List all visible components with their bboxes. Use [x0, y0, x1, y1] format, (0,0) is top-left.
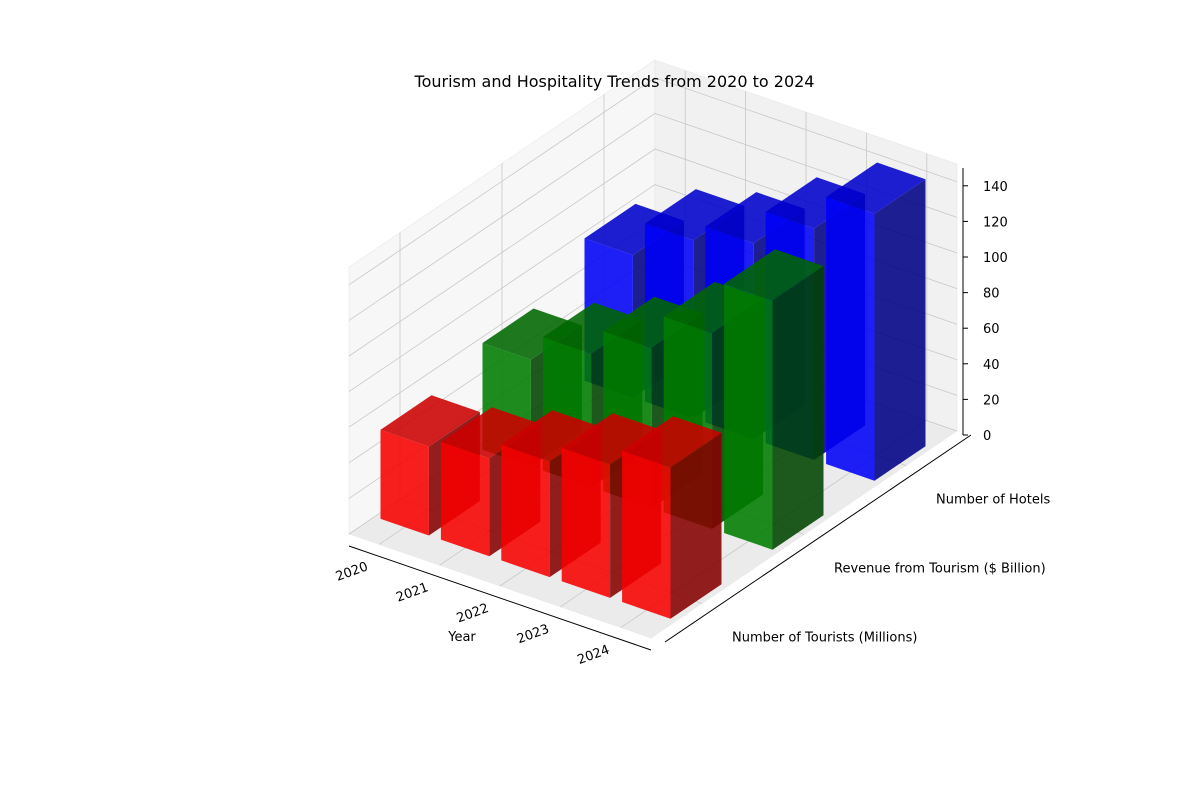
- y-tick-label: Revenue from Tourism ($ Billion): [834, 562, 1046, 577]
- bar-face: [622, 416, 722, 468]
- bar-face: [772, 266, 824, 550]
- bar-face: [724, 283, 773, 550]
- x-tick-label: 2020: [334, 559, 370, 584]
- x-axis-line: [348, 545, 652, 651]
- z-tick-label: 80: [983, 287, 1000, 302]
- y-tick-label: Number of Tourists (Millions): [732, 631, 917, 646]
- z-tick-label: 100: [983, 251, 1008, 266]
- z-tick-label: 140: [983, 180, 1008, 195]
- z-gridline: [348, 77, 958, 286]
- bar-face: [561, 447, 611, 598]
- bar-2024-series-3: [826, 162, 926, 481]
- bar-face: [501, 444, 550, 578]
- z-tick-label: 40: [983, 358, 1000, 373]
- bar-face: [622, 450, 671, 619]
- bar-face: [501, 410, 601, 462]
- x-axis-label: Year: [447, 630, 476, 645]
- x-tick-label: 2023: [515, 622, 551, 647]
- x-tick-label: 2021: [394, 580, 430, 605]
- chart-title: Tourism and Hospitality Trends from 2020…: [414, 72, 815, 91]
- bar-face: [482, 308, 582, 360]
- bar-face: [542, 302, 643, 354]
- bar-face: [440, 441, 490, 557]
- bar-2024-series-2: [724, 249, 824, 550]
- bar-face: [440, 407, 541, 459]
- bar-face: [561, 413, 662, 465]
- bar-face: [644, 189, 745, 241]
- y-tick-label: Number of Hotels: [936, 493, 1050, 508]
- bar-2024-series-1: [622, 416, 722, 619]
- x-tick-label: 2024: [575, 643, 611, 668]
- z-tick-label: 20: [983, 393, 1000, 408]
- bar-face: [380, 395, 480, 447]
- x-gridline: [620, 153, 928, 628]
- bar-face: [874, 179, 926, 481]
- y-axis-line: [664, 434, 972, 643]
- z-tick-label: 120: [983, 215, 1008, 230]
- bar-face: [724, 249, 824, 301]
- bar-face: [670, 432, 722, 619]
- z-tick-label: 0: [983, 429, 991, 444]
- bar-face: [380, 429, 429, 536]
- x-tick-label: 2022: [455, 601, 491, 626]
- z-tick-label: 60: [983, 322, 1000, 337]
- bar-face: [826, 162, 926, 214]
- bar-face: [826, 197, 875, 481]
